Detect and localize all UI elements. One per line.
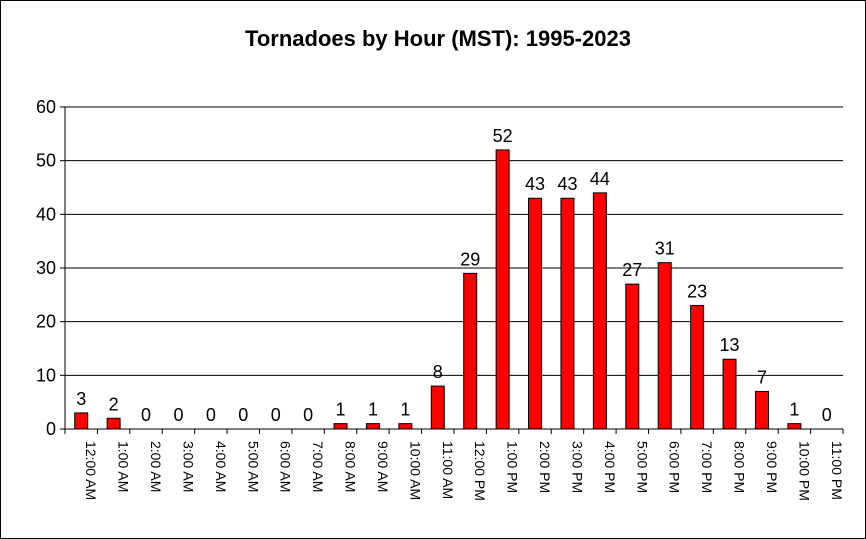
x-tick-label: 3:00 PM [569,441,585,493]
x-tick-label: 8:00 PM [732,441,748,493]
x-tick-label: 5:00 AM [245,441,261,492]
bar [333,423,348,430]
bar [560,197,575,430]
x-tick-label: 6:00 AM [278,441,294,492]
x-tick-label: 12:00 AM [83,441,99,500]
bar [74,412,89,430]
bar [365,423,380,430]
x-tick-label: 9:00 AM [375,441,391,492]
x-tick-label: 3:00 AM [180,441,196,492]
bar [106,417,121,430]
y-tick-label: 0 [46,419,56,439]
data-label: 7 [757,367,767,387]
x-tick-label: 6:00 PM [667,441,683,493]
y-tick-label: 30 [36,258,56,278]
bar [625,283,640,430]
bar [495,149,510,430]
data-label: 0 [303,405,313,425]
data-labels: 3 2 0 0 0 0 0 0 1 1 1 8 29 52 43 43 44 27 31 23 13 7 1 0 [76,126,832,425]
data-label: 27 [622,260,642,280]
data-label: 0 [206,405,216,425]
axes [64,107,843,430]
data-label: 0 [822,405,832,425]
x-axis-ticks: 12:00 AM 1:00 AM 2:00 AM 3:00 AM 4:00 AM 5:00… [64,429,845,501]
x-tick-label: 9:00 PM [764,441,780,493]
bar [754,390,769,430]
data-label: 1 [336,400,346,420]
y-tick-label: 10 [36,365,56,385]
bar [463,272,478,430]
data-label: 23 [687,282,707,302]
data-label: 43 [557,174,577,194]
x-tick-label: 4:00 PM [602,441,618,493]
x-tick-label: 7:00 AM [310,441,326,492]
data-label: 3 [76,389,86,409]
data-label: 8 [433,362,443,382]
x-tick-label: 1:00 PM [505,441,521,493]
data-label: 2 [109,394,119,414]
bar [592,192,607,430]
x-tick-label: 10:00 AM [407,441,423,500]
x-tick-label: 2:00 PM [537,441,553,493]
x-tick-label: 4:00 AM [213,441,229,492]
data-label: 0 [141,405,151,425]
bar [657,262,672,430]
x-tick-label: 2:00 AM [148,441,164,492]
data-label: 0 [271,405,281,425]
data-label: 1 [400,400,410,420]
data-label: 44 [590,169,610,189]
data-label: 29 [460,249,480,269]
x-tick-label: 11:00 PM [829,441,845,500]
bar [787,423,802,430]
data-label: 0 [173,405,183,425]
bar [690,305,705,430]
y-tick-label: 60 [36,97,56,117]
x-tick-label: 1:00 AM [116,441,132,492]
data-label: 1 [789,400,799,420]
data-label: 13 [720,335,740,355]
x-tick-label: 10:00 PM [796,441,812,501]
bar [722,358,737,430]
y-tick-label: 40 [36,204,56,224]
data-label: 43 [525,174,545,194]
data-label: 31 [655,239,675,259]
bar [430,385,445,430]
y-tick-label: 50 [36,151,56,171]
y-axis-ticks: 0 10 20 30 40 50 60 [36,97,65,439]
data-label: 0 [238,405,248,425]
x-tick-label: 8:00 AM [343,441,359,492]
x-tick-label: 11:00 AM [440,441,456,499]
x-tick-label: 5:00 PM [634,441,650,493]
bar [398,423,413,430]
x-tick-label: 7:00 PM [699,441,715,493]
gridlines [65,106,843,376]
data-label: 52 [493,126,513,146]
y-tick-label: 20 [36,312,56,332]
bar [528,197,543,430]
data-label: 1 [368,400,378,420]
chart-title: Tornadoes by Hour (MST): 1995-2023 [245,26,631,51]
x-tick-label: 12:00 PM [472,441,488,501]
